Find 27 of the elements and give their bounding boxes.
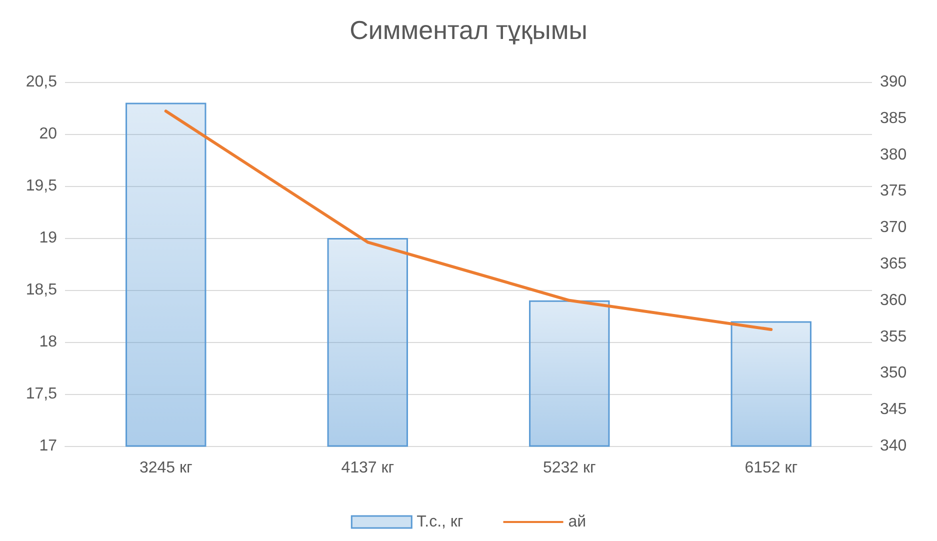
y2-tick-label: 385 xyxy=(880,110,907,127)
y2-tick-label: 380 xyxy=(880,146,907,164)
y-tick-label: 17,5 xyxy=(26,386,58,402)
x-tick-label: 4137 кг xyxy=(341,460,394,476)
y2-tick-label: 365 xyxy=(880,256,907,272)
y-tick-label: 18,5 xyxy=(26,282,58,298)
y2-tick-label: 375 xyxy=(880,182,907,200)
x-tick-label: 5232 кг xyxy=(542,460,596,476)
y-tick-label: 18 xyxy=(39,334,58,350)
y-tick-label: 17 xyxy=(39,438,58,454)
x-tick-label: 6152 кг xyxy=(744,460,798,476)
y2-tick-label: 360 xyxy=(880,292,907,309)
y2-tick-label: 350 xyxy=(880,364,907,382)
legend-label: ай xyxy=(568,514,586,530)
y2-tick-label: 390 xyxy=(880,74,907,90)
chart-title: Симментал тұқымы xyxy=(350,15,588,45)
x-tick-label: 3245 кг xyxy=(139,460,192,476)
y2-tick-label: 340 xyxy=(880,438,907,454)
legend-label: Т.с., кг xyxy=(416,514,464,530)
y2-tick-label: 370 xyxy=(880,219,907,236)
y2-tick-label: 345 xyxy=(880,401,907,418)
y-tick-label: 20,5 xyxy=(26,74,58,90)
y-tick-label: 20 xyxy=(39,126,58,142)
line-series xyxy=(164,110,773,332)
y2-tick-label: 355 xyxy=(880,328,907,346)
y-tick-label: 19 xyxy=(39,230,58,246)
y-tick-label: 19,5 xyxy=(26,178,58,194)
